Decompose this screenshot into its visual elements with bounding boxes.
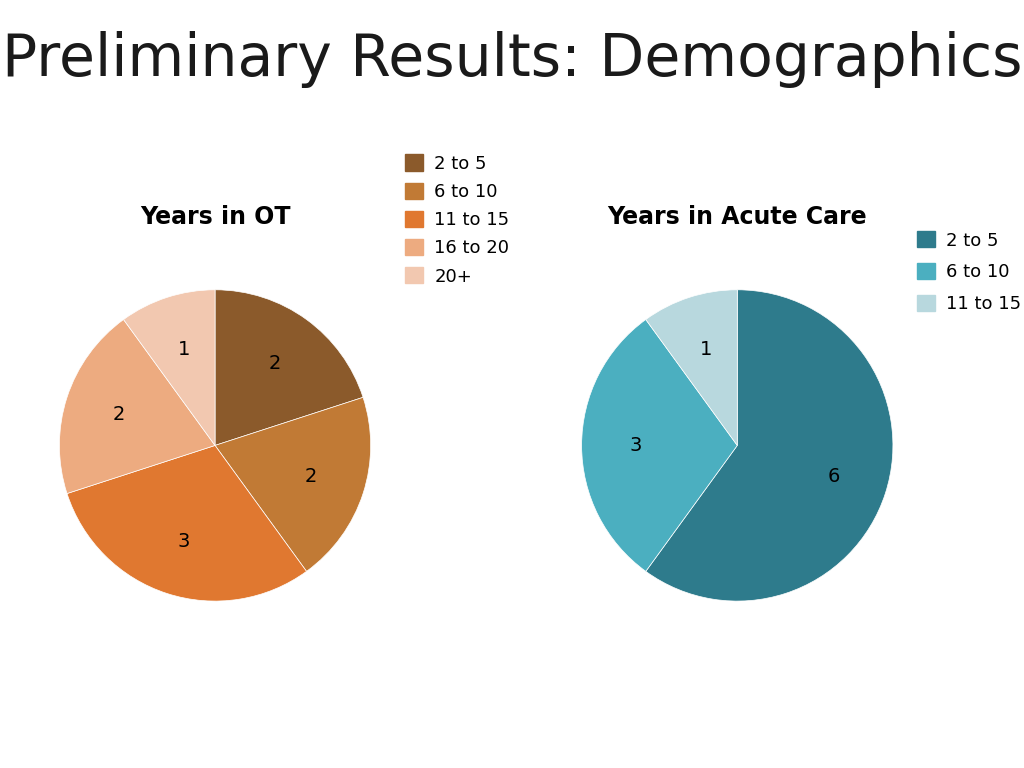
Text: 3: 3 (630, 436, 642, 455)
Wedge shape (646, 290, 737, 445)
Text: 2: 2 (268, 354, 281, 373)
Legend: 2 to 5, 6 to 10, 11 to 15: 2 to 5, 6 to 10, 11 to 15 (910, 224, 1024, 320)
Text: 2: 2 (113, 405, 125, 424)
Wedge shape (646, 290, 893, 601)
Text: 1: 1 (699, 339, 713, 359)
Wedge shape (582, 319, 737, 571)
Text: Preliminary Results: Demographics: Preliminary Results: Demographics (2, 31, 1022, 88)
Wedge shape (215, 290, 364, 445)
Wedge shape (124, 290, 215, 445)
Wedge shape (67, 445, 306, 601)
Wedge shape (59, 319, 215, 494)
Title: Years in OT: Years in OT (140, 205, 290, 229)
Title: Years in Acute Care: Years in Acute Care (607, 205, 867, 229)
Text: 6: 6 (827, 467, 840, 486)
Text: 2: 2 (305, 467, 317, 486)
Legend: 2 to 5, 6 to 10, 11 to 15, 16 to 20, 20+: 2 to 5, 6 to 10, 11 to 15, 16 to 20, 20+ (398, 147, 516, 293)
Text: 1: 1 (177, 339, 190, 359)
Wedge shape (215, 397, 371, 571)
Text: 3: 3 (177, 532, 190, 551)
